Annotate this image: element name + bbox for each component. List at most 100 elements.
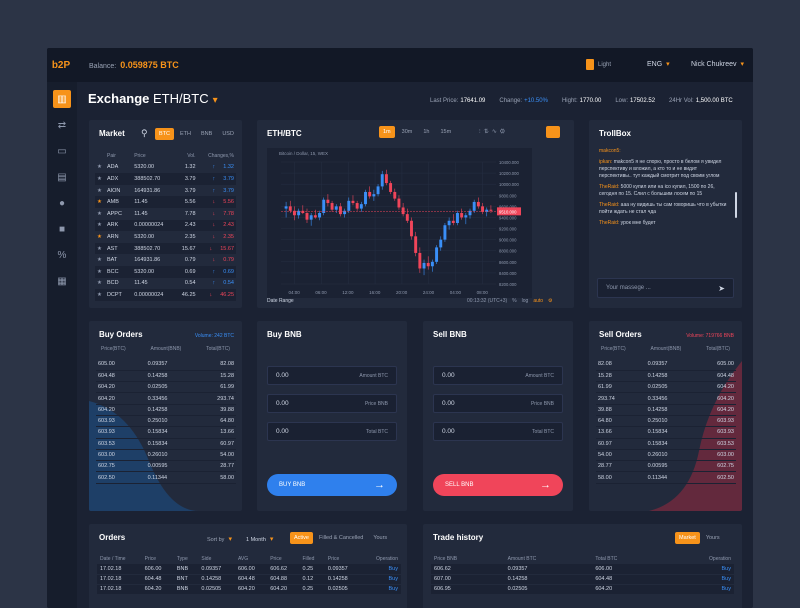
- table-row[interactable]: ★ AST 388502.70 15.67 ↓ 15.67: [95, 242, 236, 255]
- table-row[interactable]: 17.02.18 606.00 BNB 0.09357 606.00 606.62 0.25…: [97, 564, 401, 574]
- sell-price-field[interactable]: 0.00 Price BNB: [433, 394, 563, 413]
- send-icon[interactable]: ➤: [718, 283, 725, 293]
- chat-user[interactable]: ipkan:: [599, 159, 613, 165]
- operation-link[interactable]: Buy: [721, 565, 731, 572]
- exchange-icon[interactable]: ⇄: [57, 119, 67, 131]
- date-range-button[interactable]: Date Range: [267, 298, 294, 304]
- order-row[interactable]: 39.88 0.14258 604.20: [596, 404, 736, 416]
- tab-active[interactable]: Active: [290, 532, 313, 544]
- order-row[interactable]: 60.97 0.15834 603.53: [596, 438, 736, 450]
- star-icon[interactable]: ★: [97, 280, 102, 287]
- order-row[interactable]: 605.00 0.09357 82.08: [96, 359, 236, 371]
- star-icon[interactable]: ★: [97, 291, 102, 298]
- interval-30m[interactable]: 30m: [401, 129, 413, 135]
- order-row[interactable]: 603.93 0.15834 13.66: [96, 426, 236, 439]
- period-select[interactable]: 1 Month ▾: [246, 536, 274, 543]
- tab-usd[interactable]: USD: [222, 131, 234, 137]
- table-row[interactable]: ★ ADX 388502.70 3.79 ↑ 3.79: [95, 173, 236, 185]
- sort-select[interactable]: Sort by ▾: [207, 536, 232, 543]
- buy-amount-field[interactable]: 0.00 Amount BTC: [267, 366, 397, 385]
- star-icon[interactable]: ★: [97, 187, 102, 194]
- order-row[interactable]: 58.00 0.11344 602.50: [596, 471, 736, 484]
- sell-amount-field[interactable]: 0.00 Amount BTC: [433, 366, 563, 385]
- order-row[interactable]: 15.28 0.14258 604.48: [596, 370, 736, 383]
- chat-user[interactable]: TheRaid:: [599, 184, 620, 190]
- bank-icon[interactable]: ▦: [57, 275, 67, 287]
- order-row[interactable]: 604.48 0.14258 15.28: [96, 370, 236, 383]
- lock-icon[interactable]: ■: [58, 223, 66, 235]
- table-row[interactable]: ★ DCPT 0.00000024 46.25 ↓ 46.25: [95, 289, 236, 301]
- operation-link[interactable]: Buy: [388, 586, 398, 592]
- tab-filled-cancelled[interactable]: Filled & Cancelled: [318, 535, 364, 541]
- percent-icon[interactable]: %: [57, 249, 67, 261]
- star-icon[interactable]: ★: [97, 175, 102, 182]
- star-icon[interactable]: ★: [97, 164, 102, 171]
- order-row[interactable]: 603.00 0.26010 54.00: [96, 449, 236, 462]
- order-row[interactable]: 603.53 0.15834 60.97: [96, 438, 236, 450]
- chart-icon[interactable]: ▥: [53, 90, 71, 108]
- star-icon[interactable]: ★: [97, 233, 102, 240]
- star-icon[interactable]: ★: [97, 257, 102, 264]
- order-row[interactable]: 604.20 0.33456 293.74: [96, 392, 236, 405]
- percent-toggle[interactable]: %: [512, 298, 517, 304]
- table-row[interactable]: ★ ARK 0.00000024 2.43 ↓ 2.43: [95, 219, 236, 232]
- gear-icon[interactable]: ⚙: [548, 298, 553, 304]
- pair-selector[interactable]: ETH/BTC ▾: [153, 91, 218, 106]
- tab-yours[interactable]: Yours: [373, 535, 388, 541]
- settings-icon[interactable]: ⚙: [499, 129, 508, 135]
- tab-btc[interactable]: BTC: [155, 128, 174, 140]
- tab-yours[interactable]: Yours: [705, 535, 720, 541]
- order-row[interactable]: 602.50 0.11344 58.00: [96, 471, 236, 484]
- table-row[interactable]: ★ APPC 11.45 7.78 ↓ 7.78: [95, 208, 236, 220]
- table-row[interactable]: 606.62 0.09357 606.00 Buy: [431, 564, 734, 574]
- order-row[interactable]: 13.66 0.15834 603.93: [596, 426, 736, 439]
- indicator-icon[interactable]: ⫶: [479, 129, 484, 135]
- buy-total-field[interactable]: 0.00 Total BTC: [267, 422, 397, 441]
- operation-link[interactable]: Buy: [388, 565, 398, 572]
- order-row[interactable]: 603.93 0.25010 64.80: [96, 415, 236, 428]
- chat-user[interactable]: TheRaid:: [599, 220, 620, 226]
- buy-price-field[interactable]: 0.00 Price BNB: [267, 394, 397, 413]
- table-row[interactable]: ★ BCC 5320.00 0.69 ↑ 0.69: [95, 265, 236, 278]
- order-row[interactable]: 61.99 0.02505 604.20: [596, 381, 736, 394]
- star-icon[interactable]: ★: [97, 199, 102, 206]
- star-icon[interactable]: ★: [97, 268, 102, 275]
- candlestick-chart[interactable]: 10400.000 10200.000 10000.000 9800.000 9600.…: [267, 148, 532, 298]
- language-select[interactable]: ENG ▾: [647, 60, 670, 68]
- log-toggle[interactable]: log: [521, 298, 529, 304]
- table-row[interactable]: ★ AION 164931.86 3.79 ↑ 3.79: [95, 185, 236, 197]
- theme-toggle[interactable]: Light: [586, 59, 611, 70]
- sell-total-field[interactable]: 0.00 Total BTC: [433, 422, 563, 441]
- chat-scrollbar[interactable]: [735, 192, 737, 218]
- table-row[interactable]: 607.00 0.14258 604.48 Buy: [431, 574, 734, 584]
- chat-user[interactable]: makcon5:: [599, 148, 621, 154]
- order-row[interactable]: 602.75 0.00595 28.77: [96, 460, 236, 473]
- order-row[interactable]: 28.77 0.00595 602.75: [596, 460, 736, 473]
- table-row[interactable]: ★ BAT 164931.86 0.79 ↓ 0.79: [95, 254, 236, 266]
- tab-market[interactable]: Market: [675, 532, 700, 544]
- compare-icon[interactable]: ⇅: [483, 129, 492, 135]
- table-row[interactable]: ★ BCD 11.45 0.54 ↑ 0.54: [95, 278, 236, 290]
- auto-toggle[interactable]: auto: [533, 298, 544, 304]
- table-row[interactable]: 17.02.18 604.20 BNB 0.02505 604.20 604.20 0.25…: [97, 584, 401, 594]
- logo[interactable]: b2P: [51, 59, 71, 71]
- tab-eth[interactable]: ETH: [180, 131, 191, 137]
- trend-icon[interactable]: ∿: [491, 129, 500, 135]
- search-icon[interactable]: ⚲: [141, 128, 148, 138]
- order-row[interactable]: 293.74 0.33456 604.20: [596, 392, 736, 405]
- operation-link[interactable]: Buy: [721, 576, 731, 582]
- star-icon[interactable]: ★: [97, 222, 102, 229]
- table-row[interactable]: 606.95 0.02505 604.20 Buy: [431, 584, 734, 594]
- order-row[interactable]: 54.00 0.26010 603.00: [596, 449, 736, 462]
- chat-user[interactable]: TheRaid:: [599, 202, 620, 208]
- user-menu[interactable]: Nick Chukreev ▾: [691, 60, 744, 68]
- tab-bnb[interactable]: BNB: [201, 131, 213, 137]
- buy-bnb-button[interactable]: BUY BNB →: [267, 474, 397, 496]
- interval-1m[interactable]: 1m: [379, 126, 395, 138]
- table-row[interactable]: ★ AMB 11.45 5.56 ↓ 5.56: [95, 196, 236, 208]
- table-row[interactable]: ★ ARN 5320.00 2.35 ↓ 2.35: [95, 231, 236, 243]
- wallet-icon[interactable]: ▭: [57, 145, 67, 157]
- camera-icon[interactable]: [546, 126, 560, 138]
- table-row[interactable]: 17.02.18 604.48 BNT 0.14258 604.48 604.88 0.12…: [97, 574, 401, 584]
- order-row[interactable]: 64.80 0.25010 603.93: [596, 415, 736, 428]
